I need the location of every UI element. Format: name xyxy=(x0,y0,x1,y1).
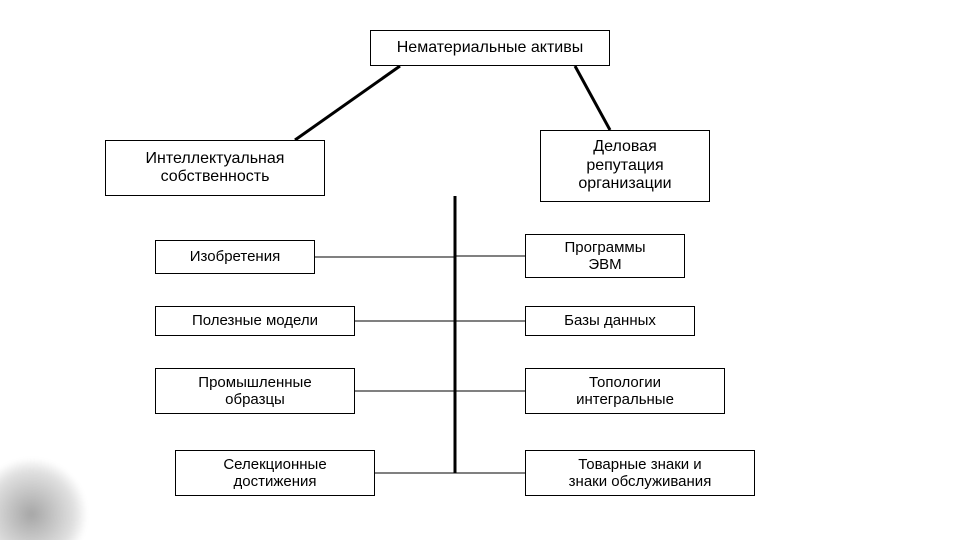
node-ic-topologies: Топологииинтегральные xyxy=(525,368,725,414)
decorative-corner xyxy=(0,323,237,540)
node-trademarks: Товарные знаки изнаки обслуживания xyxy=(525,450,755,496)
node-root: Нематериальные активы xyxy=(370,30,610,66)
node-databases: Базы данных xyxy=(525,306,695,336)
node-computer-programs: ПрограммыЭВМ xyxy=(525,234,685,278)
node-utility-models: Полезные модели xyxy=(155,306,355,336)
diagram-canvas: { "diagram": { "type": "tree", "backgrou… xyxy=(0,0,960,540)
node-inventions: Изобретения xyxy=(155,240,315,274)
node-goodwill: Деловаярепутацияорганизации xyxy=(540,130,710,202)
node-intellectual-property: Интеллектуальнаясобственность xyxy=(105,140,325,196)
